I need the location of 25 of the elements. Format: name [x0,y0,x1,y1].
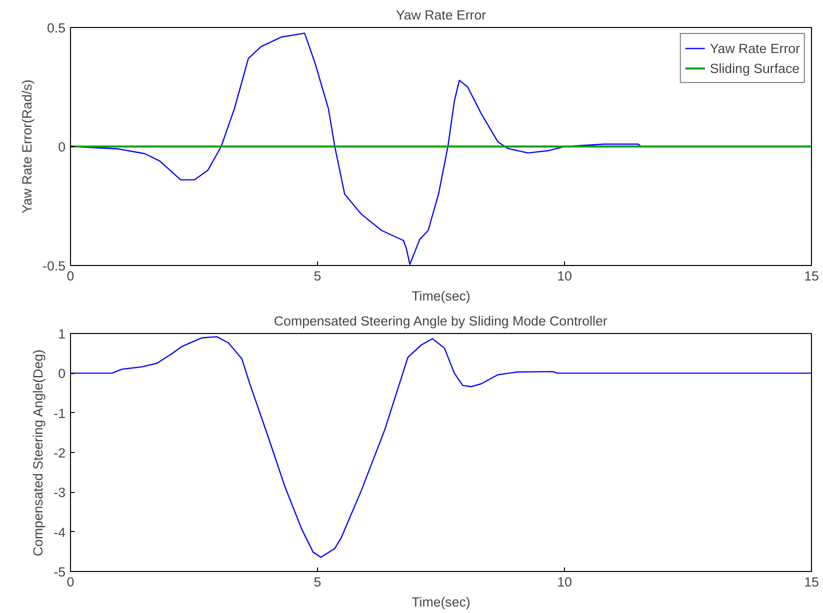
line-series [70,336,812,558]
x-tick-label: 10 [557,268,572,284]
y-tick-label: -4 [54,524,66,540]
chart-title: Compensated Steering Angle by Sliding Mode Controller [274,314,608,328]
y-tick-label: 0.5 [46,20,66,36]
y-axis-title: Compensated Steering Angle(Deg) [30,350,46,556]
x-tick-label: 5 [314,574,322,590]
x-axis-title: Time(sec) [412,288,470,304]
legend-label: Sliding Surface [710,60,800,76]
y-tick-label: -3 [54,485,66,500]
x-tick-label: 15 [804,268,819,284]
x-tick-label: 5 [314,268,322,284]
chart-title: Yaw Rate Error [396,8,487,22]
x-tick-label: 15 [804,574,819,590]
x-tick-label: 10 [557,574,572,590]
y-tick-label: 1 [58,326,66,342]
y-tick-label: -5 [54,564,66,580]
y-tick-label: 0 [58,366,66,382]
y-axis-title: Yaw Rate Error(Rad/s) [20,80,35,214]
y-tick-label: 0 [58,140,66,154]
y-tick-label: -1 [54,406,66,421]
y-tick-label: -0.5 [42,258,66,274]
x-axis-title: Time(sec) [412,594,470,610]
legend-label: Yaw Rate Error [710,40,800,56]
y-tick-label: -2 [54,446,66,460]
